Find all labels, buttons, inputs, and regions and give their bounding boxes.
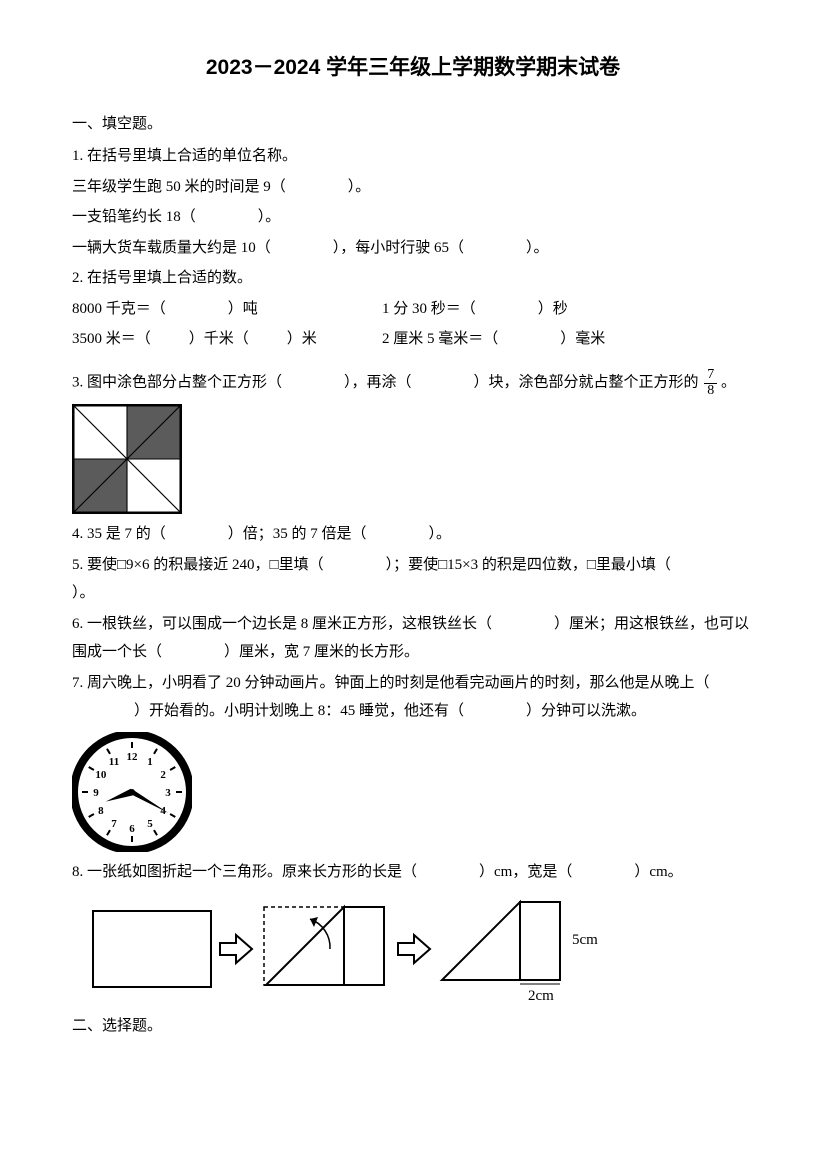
section-2-heading: 二、选择题。 <box>72 1012 754 1041</box>
text: 8000 千克＝（ <box>72 301 166 317</box>
q7-clock: 12 12 3 45678 9 1011 <box>72 732 754 852</box>
svg-text:6: 6 <box>129 823 135 835</box>
text: 7. 周六晚上，小明看了 20 分钟动画片。钟面上的时刻是他看完动画片的时刻，那… <box>72 675 710 691</box>
svg-text:8: 8 <box>98 805 104 817</box>
q3-diagram <box>72 404 182 514</box>
rect-folding <box>260 899 390 999</box>
rect-before <box>92 910 212 988</box>
svg-text:10: 10 <box>95 769 107 781</box>
arrow-right-icon <box>394 929 434 969</box>
text: ）千米（ <box>189 331 249 347</box>
text: ），再涂（ <box>344 375 412 391</box>
svg-text:5: 5 <box>147 818 153 830</box>
text: 6. 一根铁丝，可以围成一个边长是 8 厘米正方形，这根铁丝长（ <box>72 616 492 632</box>
text: ）分钟可以洗漱。 <box>526 703 646 719</box>
section-1-heading: 一、填空题。 <box>72 110 754 139</box>
text: ），每小时行驶 65（ <box>333 240 464 256</box>
q8-diagram: 5cm 2cm <box>92 894 754 1004</box>
text: ）块，涂色部分就占整个正方形的 <box>474 375 699 391</box>
text: ）。 <box>526 240 549 256</box>
text: 2 厘米 5 毫米＝（ <box>382 331 498 347</box>
svg-text:1: 1 <box>147 756 153 768</box>
text: ）开始看的。小明计划晚上 8：45 睡觉，他还有（ <box>134 703 464 719</box>
text: ）；要使□15×3 的积是四位数，□里最小填（ <box>386 557 671 573</box>
q1-line2: 一支铅笔约长 18（ ）。 <box>72 203 754 232</box>
text: 4. 35 是 7 的（ <box>72 526 166 542</box>
svg-text:12: 12 <box>127 751 139 763</box>
square-8-triangles <box>74 406 180 512</box>
denominator: 8 <box>704 384 717 399</box>
q7: 7. 周六晚上，小明看了 20 分钟动画片。钟面上的时刻是他看完动画片的时刻，那… <box>72 669 754 726</box>
q5: 5. 要使□9×6 的积最接近 240，□里填（ ）；要使□15×3 的积是四位数… <box>72 551 754 608</box>
text: ）厘米，宽 7 厘米的长方形。 <box>224 644 419 660</box>
q8: 8. 一张纸如图折起一个三角形。原来长方形的长是（ ）cm，宽是（ ）cm。 <box>72 858 754 887</box>
svg-text:2: 2 <box>160 769 166 781</box>
text: ）。 <box>72 585 95 601</box>
q4: 4. 35 是 7 的（ ）倍；35 的 7 倍是（ ）。 <box>72 520 754 549</box>
text: ）。 <box>258 209 281 225</box>
text: ）吨 <box>228 301 258 317</box>
text: ）。 <box>429 526 452 542</box>
label-2cm: 2cm <box>528 988 554 1004</box>
text: 一支铅笔约长 18（ <box>72 209 196 225</box>
text: ）cm，宽是（ <box>479 864 572 880</box>
text: ）毫米 <box>560 331 605 347</box>
svg-text:9: 9 <box>93 787 99 799</box>
arrow-right-icon <box>216 929 256 969</box>
clock-icon: 12 12 3 45678 9 1011 <box>72 732 192 852</box>
text: ）倍；35 的 7 倍是（ <box>228 526 367 542</box>
q1-line1: 三年级学生跑 50 米的时间是 9（ ）。 <box>72 173 754 202</box>
fraction: 78 <box>704 368 717 398</box>
text: 三年级学生跑 50 米的时间是 9（ <box>72 179 286 195</box>
rect-after: 5cm 2cm <box>438 894 608 1004</box>
text: 1 分 30 秒＝（ <box>382 301 476 317</box>
text: ）米 <box>287 331 317 347</box>
svg-text:11: 11 <box>109 756 119 768</box>
q3: 3. 图中涂色部分占整个正方形（），再涂（）块，涂色部分就占整个正方形的 78 … <box>72 368 754 398</box>
label-5cm: 5cm <box>572 932 598 948</box>
text: 一辆大货车载质量大约是 10（ <box>72 240 271 256</box>
text: ）秒 <box>538 301 568 317</box>
q2-row2: 3500 米＝（ ）千米（ ）米 2 厘米 5 毫米＝（ ）毫米 <box>72 325 754 354</box>
q1-stem: 1. 在括号里填上合适的单位名称。 <box>72 142 754 171</box>
q1-line3: 一辆大货车载质量大约是 10（ ），每小时行驶 65（ ）。 <box>72 234 754 263</box>
page-title: 2023－2024 学年三年级上学期数学期末试卷 <box>72 48 754 88</box>
svg-text:7: 7 <box>111 818 117 830</box>
svg-text:4: 4 <box>160 805 166 817</box>
svg-text:3: 3 <box>165 787 171 799</box>
text: 。 <box>721 375 736 391</box>
text: 3500 米＝（ <box>72 331 151 347</box>
numerator: 7 <box>704 368 717 384</box>
text: ）。 <box>348 179 371 195</box>
q2-row1: 8000 千克＝（ ）吨 1 分 30 秒＝（ ）秒 <box>72 295 754 324</box>
q2-stem: 2. 在括号里填上合适的数。 <box>72 264 754 293</box>
text: 5. 要使□9×6 的积最接近 240，□里填（ <box>72 557 324 573</box>
text: 3. 图中涂色部分占整个正方形（ <box>72 375 282 391</box>
text: 8. 一张纸如图折起一个三角形。原来长方形的长是（ <box>72 864 417 880</box>
q6: 6. 一根铁丝，可以围成一个边长是 8 厘米正方形，这根铁丝长（）厘米；用这根铁… <box>72 610 754 667</box>
text: ）cm。 <box>634 864 682 880</box>
